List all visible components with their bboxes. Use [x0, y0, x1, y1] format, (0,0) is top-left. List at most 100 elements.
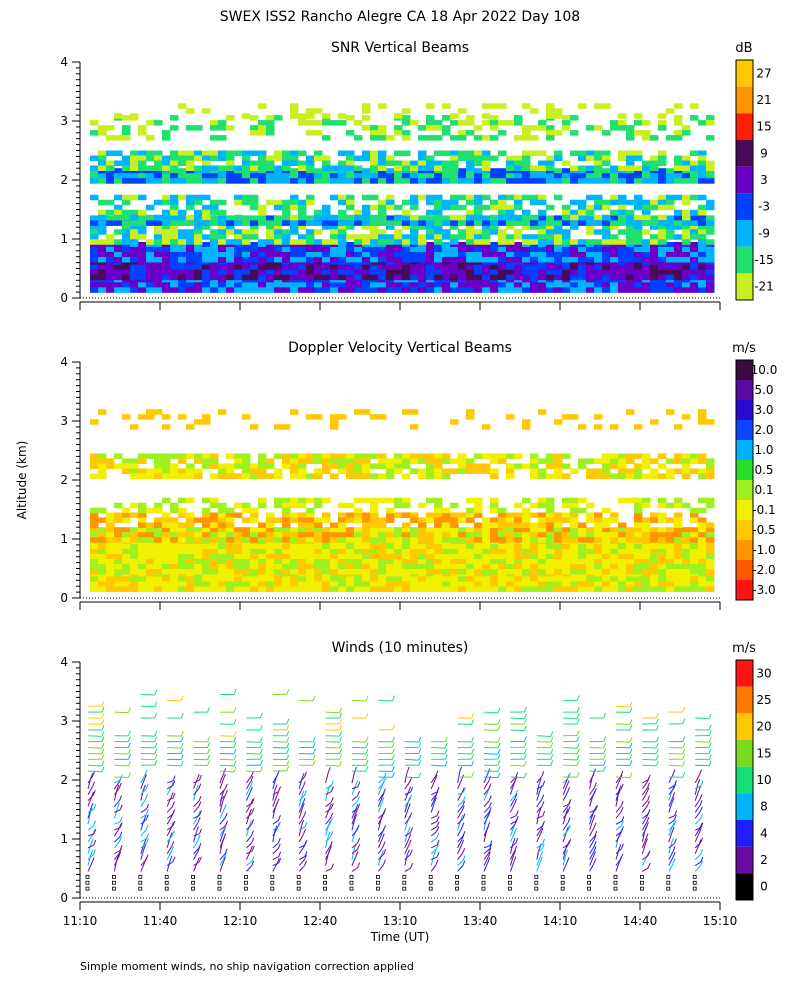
snr-cell: [146, 269, 155, 276]
doppler-cell: [218, 537, 227, 543]
doppler-cell: [386, 576, 395, 582]
snr-cell: [602, 282, 611, 288]
snr-cell: [634, 274, 643, 281]
doppler-cell: [658, 554, 667, 560]
calm-marker: [560, 880, 565, 885]
doppler-cell: [594, 527, 603, 533]
snr-cell: [650, 215, 659, 221]
doppler-cell: [626, 458, 635, 464]
doppler-cell: [570, 576, 579, 582]
doppler-cell: [202, 497, 211, 504]
snr-cell: [354, 251, 363, 258]
snr-cell: [538, 173, 547, 179]
doppler-cell: [394, 512, 403, 518]
doppler-cell: [266, 527, 275, 533]
calm-marker: [138, 874, 143, 879]
doppler-cell: [538, 537, 547, 543]
snr-cell: [386, 256, 395, 263]
doppler-cell: [682, 527, 691, 533]
wind-barb-feather: [259, 753, 263, 760]
doppler-cell: [194, 586, 203, 592]
snr-cell: [658, 282, 667, 288]
snr-cell: [386, 251, 395, 258]
wind-barb: [431, 747, 446, 749]
doppler-cell: [346, 554, 355, 560]
snr-cell: [674, 282, 683, 288]
doppler-cell: [90, 569, 99, 575]
wind-barb: [483, 826, 489, 837]
calm-marker: [375, 880, 380, 885]
snr-cell: [530, 173, 539, 179]
snr-cell: [698, 194, 707, 201]
snr-cell: [434, 125, 443, 131]
doppler-cell: [538, 473, 547, 479]
snr-cell: [570, 199, 579, 206]
calm-marker: [217, 880, 222, 885]
snr-cell: [418, 220, 427, 226]
snr-cell: [354, 274, 363, 281]
snr-cell: [706, 135, 715, 141]
wind-barb: [87, 775, 94, 784]
wind-barb: [510, 823, 516, 831]
doppler-cell: [602, 532, 611, 538]
doppler-cell: [602, 537, 611, 543]
snr-cell: [362, 178, 371, 184]
doppler-cell: [538, 527, 547, 533]
doppler-cell: [298, 559, 307, 565]
wind-barb: [298, 855, 306, 861]
wind-barb: [404, 844, 410, 854]
snr-cell: [338, 209, 347, 216]
doppler-cell: [170, 544, 179, 550]
snr-cell: [426, 165, 435, 171]
doppler-cell: [418, 458, 427, 464]
snr-cell: [98, 224, 107, 230]
snr-cell: [162, 224, 171, 230]
snr-cell: [706, 269, 715, 276]
doppler-cell: [434, 569, 443, 575]
snr-cell: [578, 269, 587, 276]
wind-barb: [509, 842, 514, 854]
doppler-cell: [386, 549, 395, 555]
calm-marker: [296, 874, 301, 879]
snr-cell: [274, 115, 283, 121]
doppler-cell: [122, 517, 131, 523]
wind-barb-feather: [198, 842, 202, 849]
wind-barb: [193, 861, 200, 866]
snr-cell: [154, 246, 163, 253]
snr-cell: [482, 165, 491, 171]
wind-barb-feather: [301, 790, 305, 797]
snr-cell: [178, 269, 187, 276]
snr-cell: [98, 155, 107, 161]
doppler-cell: [562, 502, 571, 509]
doppler-cell: [658, 564, 667, 570]
doppler-cell: [546, 502, 555, 509]
doppler-cell: [682, 537, 691, 543]
doppler-cell: [458, 527, 467, 533]
doppler-cell: [130, 468, 139, 474]
wind-barb: [114, 841, 120, 849]
doppler-cell: [602, 554, 611, 560]
snr-cell: [138, 224, 147, 230]
snr-cell: [306, 246, 315, 253]
doppler-cell: [362, 549, 371, 555]
snr-cell: [562, 115, 571, 121]
snr-cell: [154, 256, 163, 263]
doppler-cell: [154, 458, 163, 464]
doppler-cell: [490, 497, 499, 504]
doppler-cell: [642, 544, 651, 550]
snr-cell: [386, 135, 395, 141]
doppler-cell: [138, 581, 147, 587]
doppler-cell: [90, 544, 99, 550]
snr-cell: [274, 220, 283, 226]
snr-cell: [242, 234, 251, 240]
doppler-cell: [674, 564, 683, 570]
doppler-cell: [642, 497, 651, 504]
wind-barb-feather: [154, 742, 158, 748]
snr-cell: [450, 160, 459, 166]
doppler-cell: [346, 581, 355, 587]
snr-cell: [258, 282, 267, 288]
doppler-cell: [594, 468, 603, 474]
doppler-cell: [554, 463, 563, 469]
doppler-cell: [338, 554, 347, 560]
wind-barb: [272, 807, 276, 819]
